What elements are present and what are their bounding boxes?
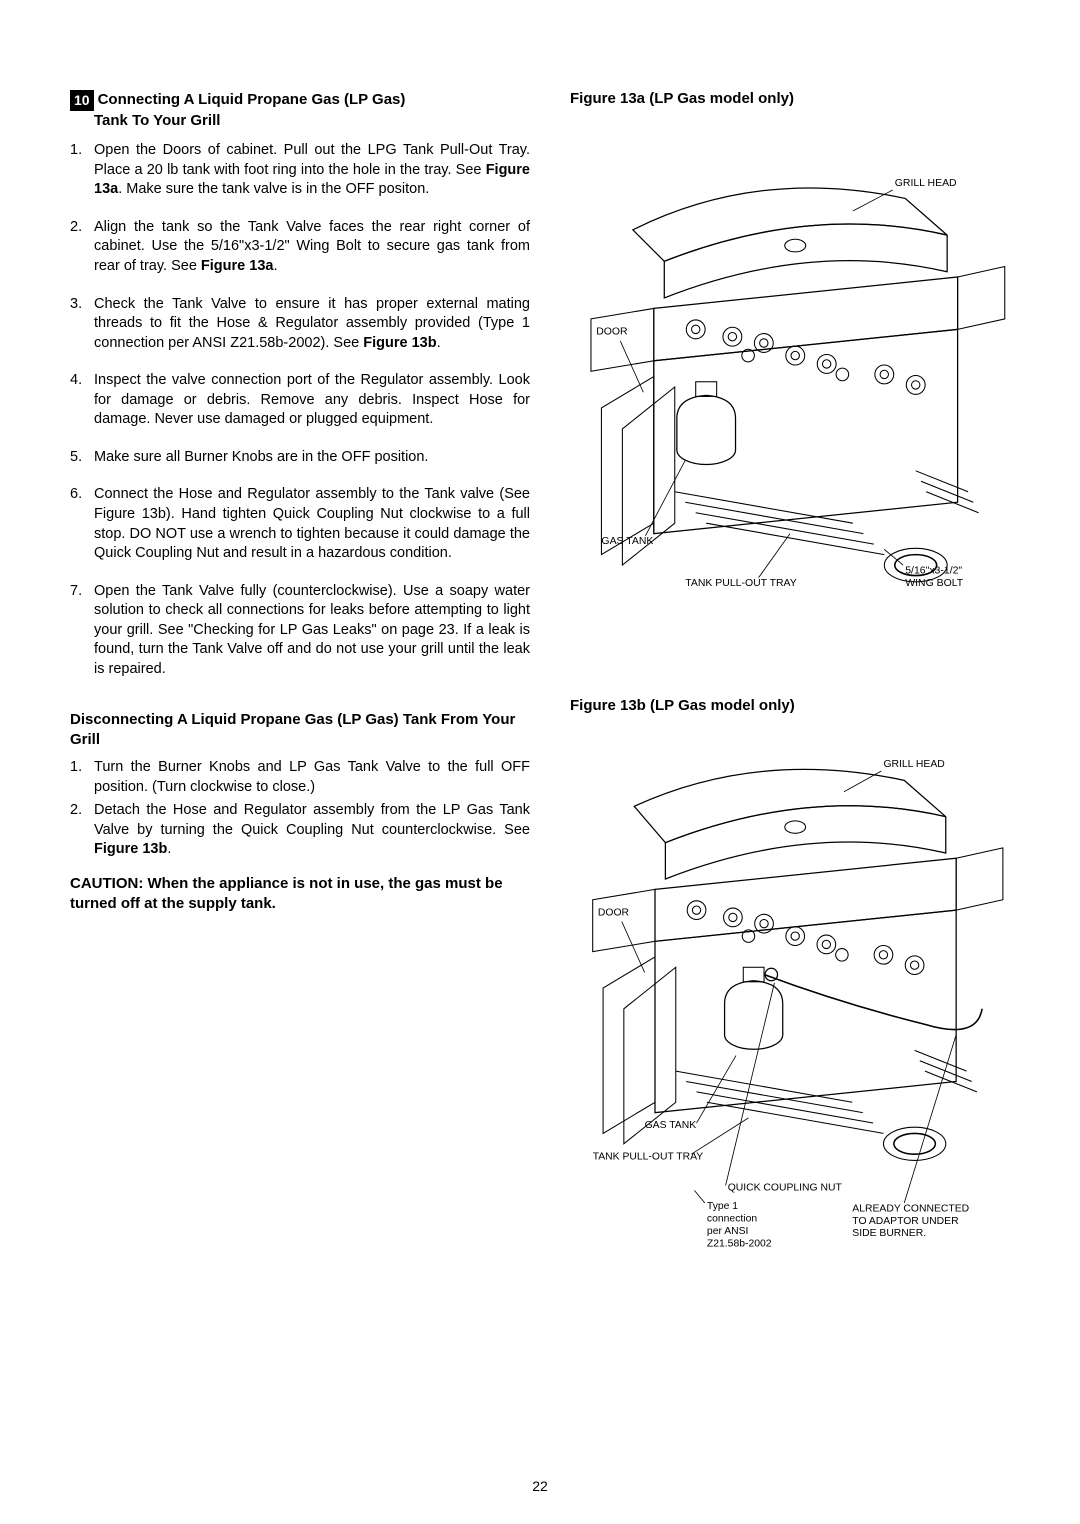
- title-line2: Tank To Your Grill: [94, 111, 530, 131]
- label-qcn: QUICK COUPLING NUT: [728, 1183, 843, 1194]
- figure-13a: GRILL HEAD DOOR GAS TANK TANK PULL-OUT T…: [570, 137, 1010, 637]
- connect-step: Make sure all Burner Knobs are in the OF…: [70, 448, 530, 468]
- label-tank-tray-b: TANK PULL-OUT TRAY: [593, 1151, 704, 1162]
- label-type1-l2: connection: [707, 1214, 757, 1225]
- label-type1-l1: Type 1: [707, 1201, 738, 1212]
- disconnect-list: Turn the Burner Knobs and LP Gas Tank Va…: [70, 758, 530, 860]
- label-tank-tray: TANK PULL-OUT TRAY: [685, 578, 797, 589]
- disconnect-title: Disconnecting A Liquid Propane Gas (LP G…: [70, 710, 530, 751]
- connect-step: Inspect the valve connection port of the…: [70, 371, 530, 430]
- figure-13b-title: Figure 13b (LP Gas model only): [570, 697, 1010, 714]
- label-already-l3: SIDE BURNER.: [852, 1228, 926, 1239]
- label-wing-bolt: WING BOLT: [905, 578, 964, 589]
- label-gas-tank-b: GAS TANK: [645, 1120, 697, 1131]
- label-grill-head: GRILL HEAD: [895, 178, 957, 189]
- label-type1-l4: Z21.58b-2002: [707, 1239, 772, 1250]
- label-wing-bolt-size: 5/16"x3-1/2": [905, 565, 962, 576]
- disconnect-step: Detach the Hose and Regulator assembly f…: [70, 801, 530, 860]
- connect-step: Check the Tank Valve to ensure it has pr…: [70, 295, 530, 354]
- connect-step: Open the Doors of cabinet. Pull out the …: [70, 141, 530, 200]
- title-line1: Connecting A Liquid Propane Gas (LP Gas): [98, 91, 406, 108]
- page-number: 22: [532, 1478, 548, 1494]
- label-already-l2: TO ADAPTOR UNDER: [852, 1216, 959, 1227]
- connect-step: Connect the Hose and Regulator assembly …: [70, 485, 530, 563]
- connect-step: Align the tank so the Tank Valve faces t…: [70, 218, 530, 277]
- step-badge: 10: [70, 90, 94, 111]
- connect-step: Open the Tank Valve fully (counterclockw…: [70, 582, 530, 680]
- label-door: DOOR: [596, 327, 628, 338]
- disconnect-step: Turn the Burner Knobs and LP Gas Tank Va…: [70, 758, 530, 797]
- label-grill-head-b: GRILL HEAD: [883, 759, 944, 770]
- label-type1-l3: per ANSI: [707, 1226, 749, 1237]
- label-door-b: DOOR: [598, 907, 630, 918]
- connecting-list: Open the Doors of cabinet. Pull out the …: [70, 141, 530, 679]
- label-already-l1: ALREADY CONNECTED: [852, 1203, 969, 1214]
- label-gas-tank: GAS TANK: [601, 536, 653, 547]
- figure-13a-title: Figure 13a (LP Gas model only): [570, 90, 1010, 107]
- caution-text: CAUTION: When the appliance is not in us…: [70, 874, 530, 915]
- connecting-title: 10Connecting A Liquid Propane Gas (LP Ga…: [70, 90, 530, 131]
- figure-13b: GRILL HEAD DOOR GAS TANK TANK PULL-OUT T…: [570, 744, 1010, 1284]
